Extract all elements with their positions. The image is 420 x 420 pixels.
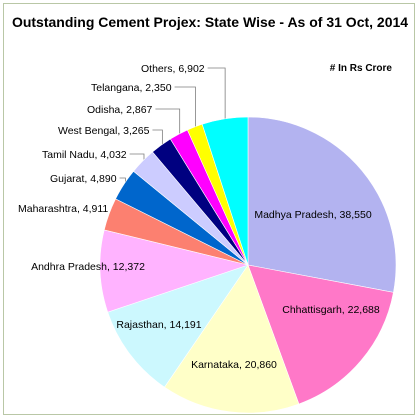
label-west-bengal: West Bengal, 3,265 [58,125,150,137]
label-chhattisgarh: Chhattisgarh, 22,688 [282,304,380,316]
slice-karnataka [164,264,300,414]
label-rajasthan: Rajasthan, 14,191 [116,319,201,331]
leader-telangana [174,86,196,129]
label-karnataka: Karnataka, 20,860 [191,359,277,371]
slice-rajasthan [107,264,249,388]
unit-note: # In Rs Crore [329,63,392,74]
label-gujarat: Gujarat, 4,890 [50,173,117,185]
leader-tamil-nadu [129,153,145,163]
label-andhra-pradesh: Andhra Pradesh, 12,372 [31,261,145,273]
slice-others [201,116,249,266]
leader-others [207,67,226,121]
label-madhya-pradesh: Madhya Pradesh, 38,550 [254,209,371,221]
slice-chhattisgarh [247,264,394,405]
label-maharashtra: Maharashtra, 4,911 [18,203,108,215]
label-tamil-nadu: Tamil Nadu, 4,032 [42,149,127,161]
label-telangana: Telangana, 2,350 [91,82,172,94]
slice-andhra-pradesh [99,229,250,313]
slice-madhya-pradesh [247,116,397,293]
chart-title: Outstanding Cement Projex: State Wise - … [11,14,409,30]
label-others: Others, 6,902 [141,63,205,75]
label-odisha: Odisha, 2,867 [87,104,153,116]
leader-west-bengal [152,129,163,147]
leader-odisha [155,108,181,136]
